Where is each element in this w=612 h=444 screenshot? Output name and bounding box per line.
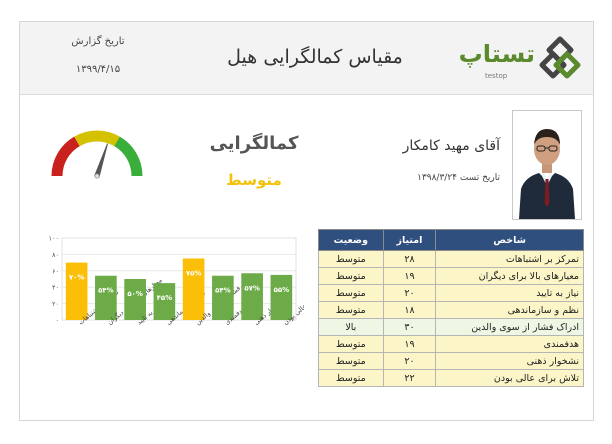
test-date: تاریخ تست ۱۳۹۸/۳/۲۴ [417, 173, 500, 183]
bar-data-label: ۴۵% [157, 294, 173, 302]
report-date-value: ۱۳۹۹/۴/۱۵ [75, 64, 121, 75]
row-index-name: تمرکز بر اشتباهات [435, 250, 584, 268]
row-index-name: ادراک فشار از سوی والدین [435, 318, 584, 336]
row-score: ۱۹ [382, 335, 437, 353]
y-tick-label: ۰ [56, 317, 60, 325]
subscale-table: شاخص امتیاز وضعیت تمرکز بر اشتباهات ۲۸ متو… [318, 229, 584, 387]
table-header-row: شاخص امتیاز وضعیت [318, 229, 584, 251]
bar [124, 279, 146, 320]
table-row: هدفمندی ۱۹ متوسط [318, 335, 584, 353]
table-row: تمرکز بر اشتباهات ۲۸ متوسط [318, 250, 584, 268]
column-header-status: وضعیت [318, 229, 384, 251]
row-score: ۲۸ [382, 250, 437, 268]
row-index-name: هدفمندی [435, 335, 584, 353]
page-title: مقیاس کمالگرایی هیل [227, 46, 403, 68]
person-avatar-icon [513, 111, 581, 219]
table-row: نظم و سازماندهی ۱۸ متوسط [318, 301, 584, 319]
bar [270, 274, 293, 320]
row-status: متوسط [318, 284, 384, 302]
y-tick-label: ۶۰ [52, 267, 59, 275]
report-page: تاریخ گزارش ۱۳۹۹/۴/۱۵ مقیاس کمالگرایی هی… [19, 21, 594, 421]
table-row: تلاش برای عالی بودن ۲۲ متوسط [318, 369, 584, 387]
row-score: ۱۸ [382, 301, 437, 319]
row-score: ۲۰ [382, 284, 437, 302]
row-status: بالا [318, 318, 384, 336]
bar [212, 275, 234, 320]
gauge-segment-low [51, 136, 81, 177]
row-status: متوسط [318, 335, 384, 353]
table-row: نشخوار ذهنی ۲۰ متوسط [318, 352, 584, 370]
column-header-index: شاخص [435, 229, 584, 251]
y-tick-label: ۴۰ [52, 284, 59, 292]
row-status: متوسط [318, 267, 384, 285]
bar-data-label: ۵۴% [215, 287, 231, 295]
table-row: معیارهای بالا برای دیگران ۱۹ متوسط [318, 267, 584, 285]
row-score: ۳۰ [382, 318, 437, 336]
row-score: ۲۲ [382, 369, 437, 387]
row-status: متوسط [318, 250, 384, 268]
y-tick-label: ۸۰ [52, 251, 59, 259]
trait-name: کمالگرایی [209, 133, 299, 154]
y-tick-label: ۲۰ [52, 300, 59, 308]
row-index-name: نظم و سازماندهی [435, 301, 584, 319]
row-status: متوسط [318, 369, 384, 387]
bar [241, 273, 263, 320]
report-header: تاریخ گزارش ۱۳۹۹/۴/۱۵ مقیاس کمالگرایی هی… [20, 22, 593, 95]
table-row: ادراک فشار از سوی والدین ۳۰ بالا [318, 318, 584, 336]
row-index-name: تلاش برای عالی بودن [435, 369, 584, 387]
gauge-segment-medium [74, 130, 120, 147]
bar [95, 275, 117, 320]
bar-data-label: ۵۵% [274, 286, 290, 294]
bar-data-label: ۵۷% [244, 284, 260, 292]
testop-logo: تستاپ testop [458, 34, 582, 84]
level-gauge [51, 130, 143, 179]
profile-photo [512, 110, 582, 220]
logo-wordmark: تستاپ [458, 40, 535, 68]
report-date-label: تاریخ گزارش [71, 36, 125, 47]
trait-level: متوسط [226, 171, 282, 189]
row-score: ۱۹ [382, 267, 437, 285]
row-index-name: نیاز به تایید [435, 284, 584, 302]
bar-data-label: ۷۵% [186, 270, 202, 278]
gauge-segment-high [113, 136, 143, 177]
bar [182, 258, 205, 320]
bar [65, 262, 88, 320]
logo-subtext: testop [485, 72, 508, 80]
y-tick-label: ۱۰۰ [49, 235, 59, 243]
bar-data-label: ۷۰% [69, 274, 85, 282]
row-status: متوسط [318, 301, 384, 319]
row-status: متوسط [318, 352, 384, 370]
table-row: نیاز به تایید ۲۰ متوسط [318, 284, 584, 302]
person-name: آقای مهید کامکار [402, 138, 500, 154]
bar-data-label: ۵۴% [98, 287, 114, 295]
column-header-score: امتیاز [382, 229, 437, 251]
bar-data-label: ۵۰% [127, 290, 143, 298]
gauge-hub [94, 173, 100, 179]
row-score: ۲۰ [382, 352, 437, 370]
gauge-needle [94, 143, 108, 178]
row-index-name: معیارهای بالا برای دیگران [435, 267, 584, 285]
bar [153, 283, 176, 320]
logo-diamond-icon [539, 36, 581, 79]
row-index-name: نشخوار ذهنی [435, 352, 584, 370]
